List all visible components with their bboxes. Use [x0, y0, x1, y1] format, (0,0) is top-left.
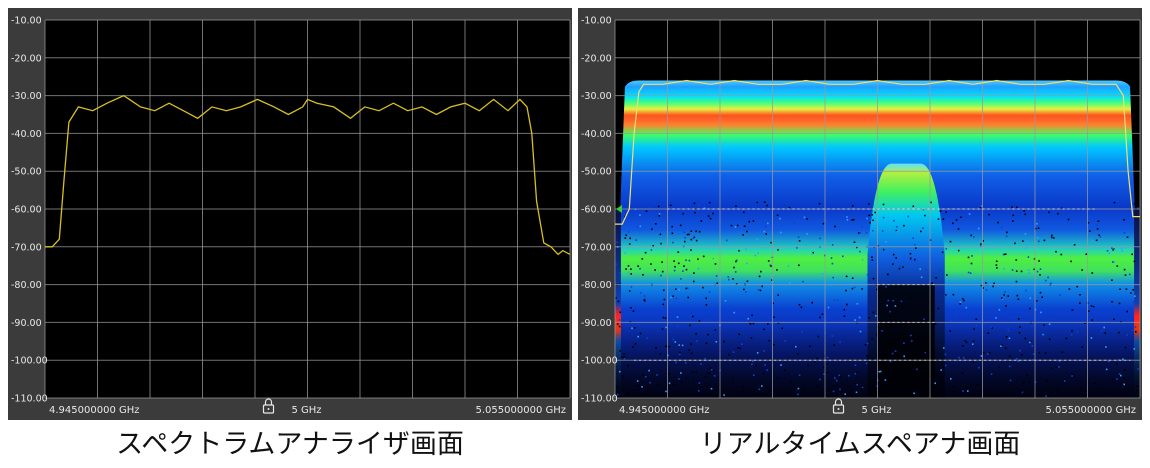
realtime-caption: リアルタイムスペアナ画面 [699, 429, 1021, 460]
y-tick-label: -60.00 [11, 205, 42, 216]
y-tick-label: -70.00 [11, 242, 42, 253]
y-tick-label: -60.00 [581, 205, 612, 216]
y-tick-label: -80.00 [581, 280, 612, 291]
x-start-label: 4.945000000 GHz [49, 405, 140, 416]
spectrum-trace [45, 94, 571, 256]
max-hold-trace [615, 79, 1140, 225]
lock-icon[interactable] [832, 398, 845, 414]
y-tick-label: -90.00 [11, 318, 42, 329]
y-tick-label: -30.00 [11, 91, 42, 102]
y-tick-label: -20.00 [581, 53, 612, 64]
y-tick-label: -10.00 [11, 16, 42, 27]
y-tick-label: -50.00 [11, 167, 42, 178]
y-tick-label: -50.00 [581, 167, 612, 178]
spectrum-analyzer-panel: -10.00 -20.00 -30.00 -40.00 -50.00 -60.00 -70.… [8, 8, 572, 420]
x-end-label: 5.055000000 GHz [1046, 405, 1137, 416]
y-tick-label: -40.00 [11, 129, 42, 140]
y-tick-label: -110.00 [581, 394, 618, 405]
x-end-label: 5.055000000 GHz [476, 405, 567, 416]
y-tick-label: -90.00 [581, 318, 612, 329]
realtime-analyzer-panel: -10.00 -20.00 -30.00 -40.00 -50.00 -60.00 -70.… [578, 8, 1142, 420]
reference-marker-icon[interactable] [616, 205, 622, 213]
x-center-label: 5 GHz [862, 405, 892, 416]
noise-speckle [615, 201, 1140, 398]
y-tick-label: -110.00 [11, 394, 48, 405]
spectrum-caption: スペクトラムアナライザ画面 [116, 429, 464, 460]
spectrum-chart: -10.00 -20.00 -30.00 -40.00 -50.00 -60.00 -70.… [11, 16, 571, 416]
y-tick-label: -30.00 [581, 91, 612, 102]
lock-icon[interactable] [262, 398, 275, 414]
edge-zone-left [615, 209, 621, 398]
y-tick-label: -70.00 [581, 242, 612, 253]
edge-zone-right [1134, 209, 1140, 398]
y-tick-label: -20.00 [11, 53, 42, 64]
y-tick-label: -80.00 [11, 280, 42, 291]
x-start-label: 4.945000000 GHz [619, 405, 710, 416]
realtime-chart: -10.00 -20.00 -30.00 -40.00 -50.00 -60.00 -70.… [581, 16, 1141, 416]
y-tick-label: -100.00 [581, 356, 618, 367]
y-tick-label: -10.00 [581, 16, 612, 27]
x-center-label: 5 GHz [292, 405, 322, 416]
y-tick-label: -100.00 [11, 356, 48, 367]
grid [44, 19, 571, 399]
y-tick-label: -40.00 [581, 129, 612, 140]
